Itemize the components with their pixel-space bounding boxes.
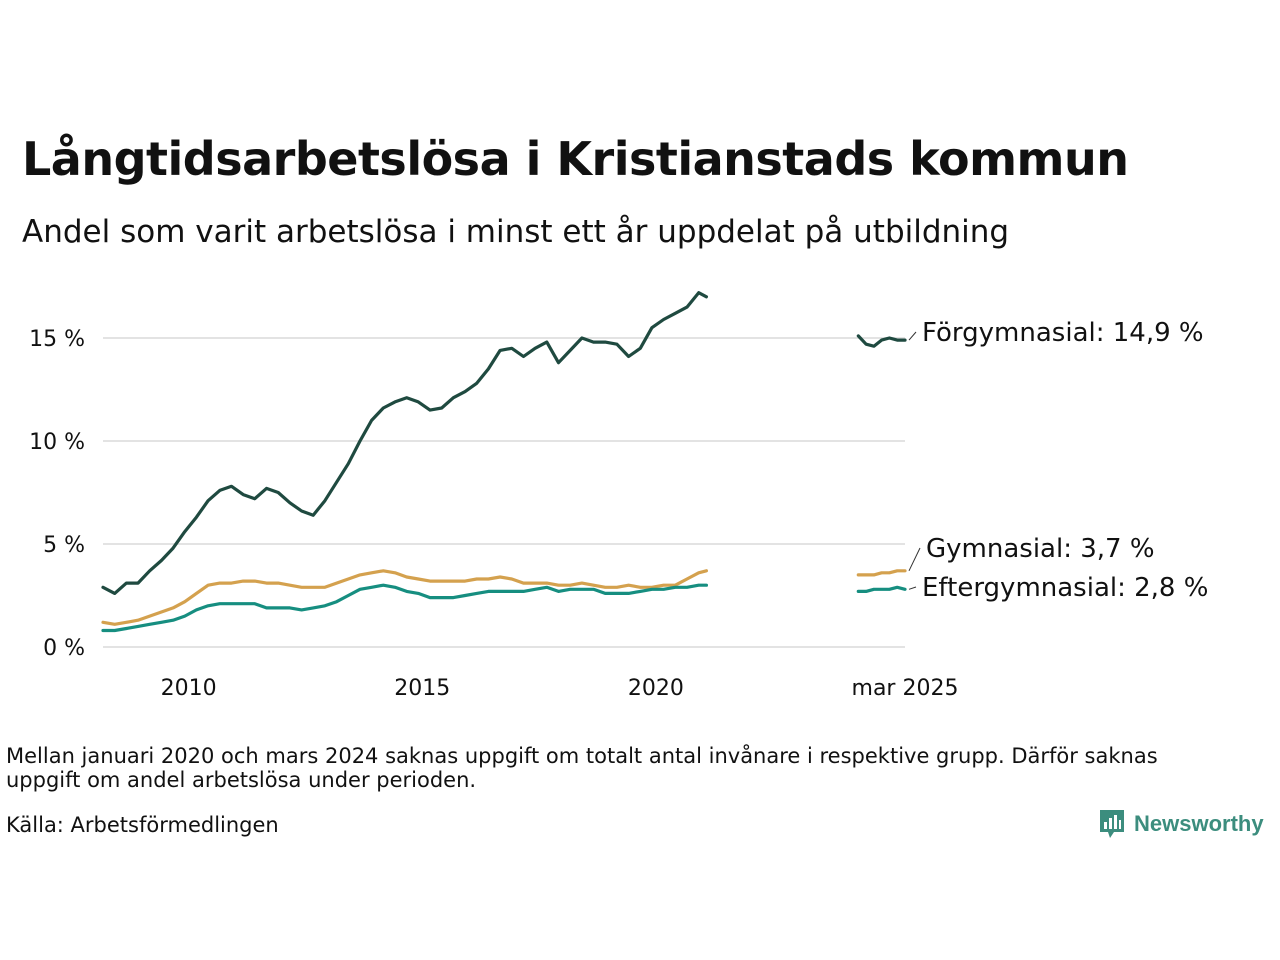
label-leader-line <box>908 547 921 571</box>
x-tick-label: mar 2025 <box>852 676 959 701</box>
series-line-förgymnasial <box>856 334 907 348</box>
series-labels: Förgymnasial: 14,9 % Gymnasial: 3,7 % Efte… <box>908 318 1208 603</box>
source-text: Källa: Arbetsförmedlingen <box>6 813 279 837</box>
gridlines <box>103 337 905 648</box>
series-line-gymnasial <box>101 569 708 626</box>
series-line-eftergymnasial <box>856 585 907 593</box>
label-leader-line <box>908 331 917 341</box>
y-tick-label: 5 % <box>43 533 85 558</box>
brand-name: Newsworthy <box>1134 811 1264 836</box>
newsworthy-logo: Newsworthy <box>1098 808 1264 840</box>
x-tick-label: 2015 <box>394 676 450 701</box>
series-line-förgymnasial <box>101 291 708 595</box>
line-chart: 0 % 5 % 10 % 15 % 2010 2015 2020 mar 2025 Förg… <box>29 291 1208 701</box>
chart-subtitle: Andel som varit arbetslösa i minst ett å… <box>22 214 1010 250</box>
y-tick-label: 0 % <box>43 636 85 661</box>
series-line-eftergymnasial <box>101 583 708 633</box>
series-lines <box>101 291 907 633</box>
series-end-label: Gymnasial: 3,7 % <box>926 534 1155 564</box>
y-tick-label: 10 % <box>29 430 85 455</box>
y-tick-label: 15 % <box>29 327 85 352</box>
x-axis-ticks: 2010 2015 2020 mar 2025 <box>161 676 959 701</box>
bar-chart-logo-icon <box>1100 810 1124 838</box>
chart-title: Långtidsarbetslösa i Kristianstads kommu… <box>22 132 1129 186</box>
x-tick-label: 2010 <box>161 676 217 701</box>
x-tick-label: 2020 <box>628 676 684 701</box>
series-end-label: Förgymnasial: 14,9 % <box>922 318 1204 348</box>
footnote: Mellan januari 2020 och mars 2024 saknas… <box>6 744 1158 792</box>
y-axis-ticks: 0 % 5 % 10 % 15 % <box>29 327 85 661</box>
label-leader-line <box>908 586 917 590</box>
series-end-label: Eftergymnasial: 2,8 % <box>922 573 1208 603</box>
series-line-gymnasial <box>856 569 907 577</box>
